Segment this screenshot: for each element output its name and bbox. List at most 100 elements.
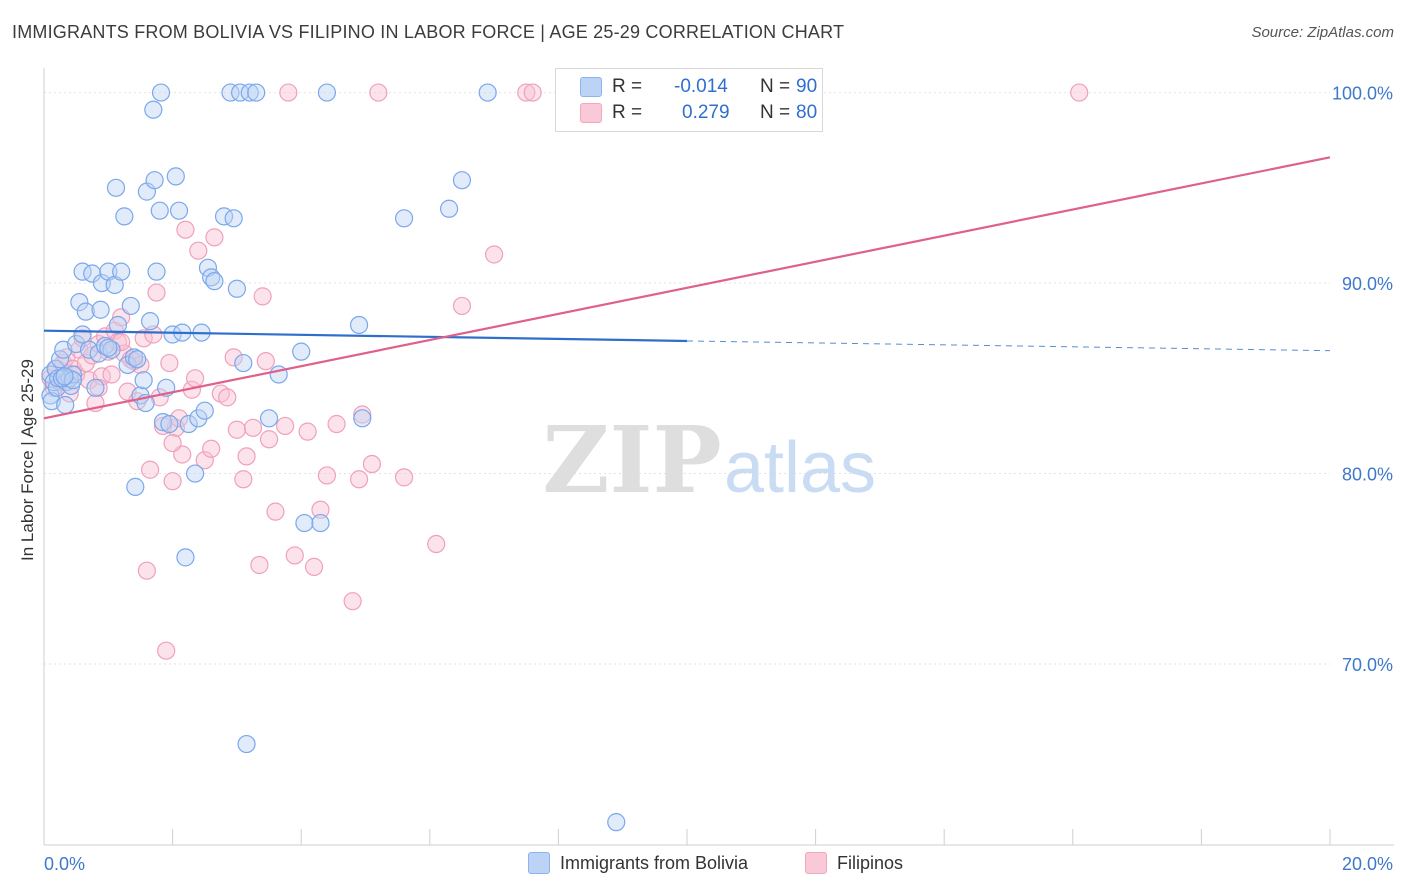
y-tick-label: 80.0% [1342, 465, 1393, 485]
bolivia-point [108, 315, 128, 335]
filipinos-point [311, 500, 330, 519]
bolivia-point [70, 293, 89, 312]
filipinos-point [276, 416, 295, 436]
bolivia-point [349, 315, 369, 335]
source-label: Source: ZipAtlas.com [1251, 24, 1394, 41]
bolivia-point [169, 201, 189, 220]
y-tick-labels: 70.0% 80.0% 90.0% 100.0% [1332, 84, 1393, 675]
filipinos-point [523, 83, 542, 102]
filipinos-point [102, 365, 121, 384]
legend-item-bolivia[interactable]: Immigrants from Bolivia [528, 852, 748, 874]
filipinos-point [186, 369, 205, 388]
bolivia-point [128, 350, 147, 369]
bolivia-point [317, 83, 337, 102]
y-tick-label: 90.0% [1342, 274, 1393, 294]
bolivia-point [41, 386, 60, 405]
filipinos-point [163, 472, 182, 491]
bolivia-point [102, 340, 121, 359]
legend-swatch-filipinos [580, 103, 602, 123]
y-tick-label: 70.0% [1342, 655, 1393, 675]
y-axis-label: In Labor Force | Age 25-29 [18, 359, 37, 561]
filipinos-point [144, 325, 163, 344]
bolivia-point [231, 83, 250, 102]
legend-swatch-bolivia [580, 77, 602, 97]
filipinos-point [237, 447, 256, 466]
axes [43, 68, 1394, 846]
legend-r-value: -0.014 [674, 76, 728, 97]
filipinos-point [362, 454, 382, 474]
bolivia-point [55, 367, 74, 386]
bolivia-trend-line [43, 329, 688, 343]
filipinos-point [298, 422, 317, 441]
filipinos-point [343, 592, 362, 611]
bolivia-point [179, 414, 198, 434]
filipinos-point [485, 245, 504, 264]
bolivia-point [50, 350, 70, 369]
filipinos-point [147, 283, 166, 302]
bolivia-point [134, 371, 153, 390]
x-tick-label-max: 20.0% [1342, 854, 1393, 874]
filipinos-point [202, 439, 221, 458]
correlation-legend: R = -0.014 N = 90 R = 0.279 N = 80 [555, 68, 823, 132]
filipinos-point [157, 641, 176, 660]
filipinos-point [250, 555, 269, 575]
filipinos-point [279, 83, 298, 102]
filipinos-point [227, 420, 246, 439]
filipinos-point [427, 534, 446, 554]
bolivia-point [126, 477, 145, 496]
bolivia-point [140, 312, 160, 331]
bolivia-point [86, 378, 105, 397]
bolivia-point [91, 300, 110, 319]
bolivia-point [607, 813, 626, 832]
bolivia-point [240, 83, 259, 102]
bolivia-point [166, 167, 185, 186]
bolivia-point [153, 413, 173, 432]
bolivia-point [234, 353, 253, 373]
bolivia-point [83, 264, 102, 283]
filipinos-point [160, 353, 179, 373]
bolivia-point [99, 338, 118, 357]
bolivia-point [353, 409, 372, 428]
bolivia-point [73, 325, 92, 344]
filipinos-point [234, 470, 253, 489]
filipinos-point [317, 466, 337, 485]
watermark: ZIP atlas [542, 406, 876, 514]
filipinos-point [253, 287, 272, 306]
filipinos-point [76, 353, 95, 373]
bolivia-point [160, 414, 179, 434]
filipinos-point [137, 561, 156, 580]
bolivia-point [176, 548, 195, 567]
filipinos-point [259, 430, 279, 449]
bolivia-point [295, 513, 314, 533]
bolivia-point [121, 296, 140, 316]
legend-label-filipinos: Filipinos [837, 852, 904, 873]
filipinos-point [353, 405, 372, 424]
filipinos-point [140, 460, 160, 479]
filipinos-point [243, 418, 263, 437]
bolivia-point [221, 83, 240, 102]
legend-r-label: R = [612, 102, 643, 123]
bolivia-point [42, 392, 61, 411]
filipinos-point [517, 83, 536, 102]
bolivia-points [41, 83, 626, 832]
legend-item-filipinos[interactable]: Filipinos [805, 852, 903, 874]
filipinos-point [205, 228, 224, 247]
bolivia-point [237, 734, 256, 754]
legend-r-label: R = [612, 76, 643, 97]
bolivia-point [150, 201, 169, 220]
filipinos-point [327, 414, 346, 434]
legend-swatch-bolivia [528, 852, 550, 874]
filipinos-points [41, 83, 1089, 660]
filipinos-point [349, 470, 369, 489]
bolivia-point [394, 209, 414, 228]
legend-n-value: 90 [796, 76, 818, 97]
bolivia-point [112, 262, 131, 281]
legend-n-label: N = [760, 76, 791, 97]
filipinos-point [394, 468, 414, 487]
bolivia-point [147, 262, 166, 281]
x-tick-label-min: 0.0% [44, 854, 85, 874]
bolivia-point [227, 279, 246, 298]
filipinos-point [163, 433, 182, 453]
bolivia-point [224, 209, 243, 228]
